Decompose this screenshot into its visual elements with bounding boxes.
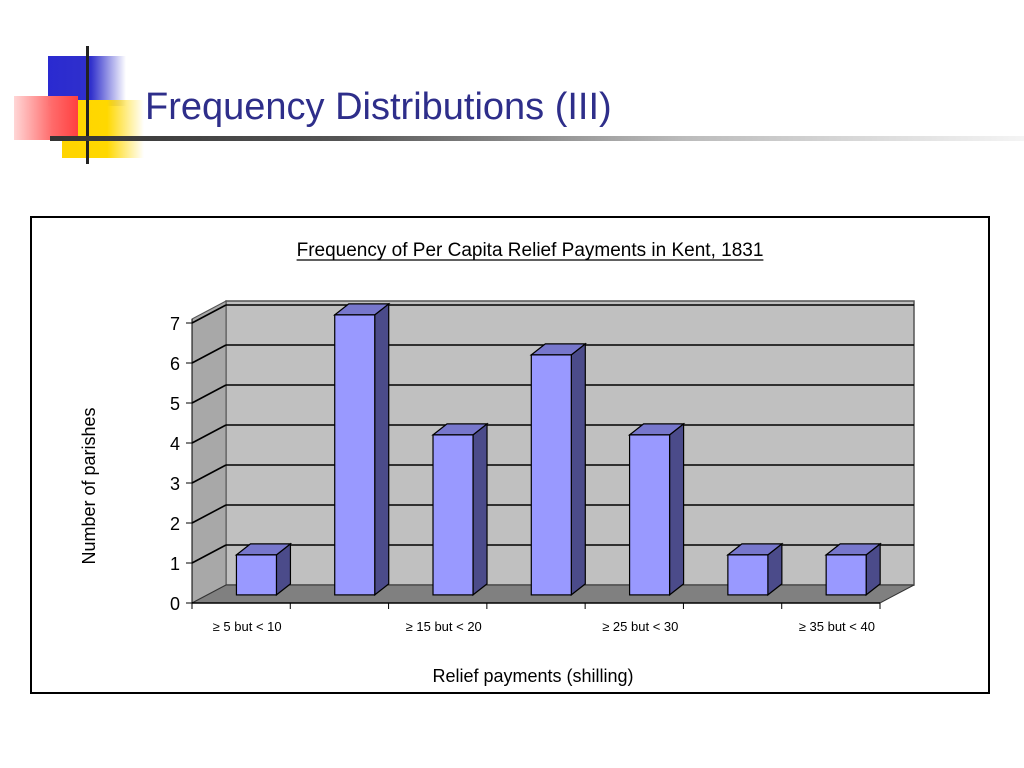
bar-front <box>432 434 474 596</box>
y-tick-label: 2 <box>170 514 180 534</box>
y-axis: 0 1 2 3 4 5 6 7 <box>170 314 193 614</box>
x-tick-label: ≥ 35 but < 40 <box>799 619 875 634</box>
gridline-side <box>191 344 227 364</box>
bar-front <box>727 554 769 596</box>
chart-title: Frequency of Per Capita Relief Payments … <box>297 240 764 261</box>
bar <box>824 542 882 597</box>
x-tick-label: ≥ 25 but < 30 <box>602 619 678 634</box>
x-axis-label: Relief payments (shilling) <box>432 666 633 686</box>
y-tick-label: 3 <box>170 474 180 494</box>
x-tick-label: ≥ 15 but < 20 <box>406 619 482 634</box>
gridline-side <box>191 464 227 484</box>
bar <box>332 302 391 597</box>
side-wall <box>191 300 227 604</box>
y-tick-label: 7 <box>170 314 180 334</box>
bars <box>234 302 882 597</box>
y-tick-label: 6 <box>170 354 180 374</box>
bar-side <box>374 302 390 597</box>
bar <box>234 542 293 597</box>
bar-front <box>628 434 671 596</box>
bar-front <box>235 554 278 596</box>
gridline-side <box>191 504 227 524</box>
bar-front <box>530 354 572 596</box>
bar-side <box>668 422 685 597</box>
decor-vertical-line <box>86 46 89 164</box>
bar-front <box>334 314 376 596</box>
decor-title-underline <box>50 136 1024 141</box>
x-tick-label: ≥ 5 but < 10 <box>213 619 282 634</box>
chart-frame: 0 1 2 3 4 5 6 7 ≥ 5 but < 10 ≥ 15 but < 20 ≥ 25 b… <box>30 216 990 694</box>
bar-side <box>570 342 586 597</box>
bar <box>431 422 489 597</box>
bar <box>726 542 784 597</box>
gridline-side <box>191 544 227 564</box>
bar-side <box>472 422 488 597</box>
y-tick-label: 5 <box>170 394 180 414</box>
slide-title: Frequency Distributions (III) <box>145 86 612 128</box>
chart-svg: 0 1 2 3 4 5 6 7 ≥ 5 but < 10 ≥ 15 but < 20 ≥ 25 b… <box>79 240 915 686</box>
bar <box>627 422 686 597</box>
y-tick-label: 1 <box>170 554 180 574</box>
decor-red-square <box>14 96 78 140</box>
y-tick-label: 4 <box>170 434 180 454</box>
x-axis: ≥ 5 but < 10 ≥ 15 but < 20 ≥ 25 but < 30 ≥ … <box>191 602 881 634</box>
y-tick-label: 0 <box>170 594 180 614</box>
y-axis-label: Number of parishes <box>79 407 99 564</box>
gridline-side <box>191 304 227 324</box>
gridline-side <box>191 384 227 404</box>
bar-front <box>825 554 867 596</box>
gridline-side <box>191 424 227 444</box>
bar <box>529 342 588 597</box>
